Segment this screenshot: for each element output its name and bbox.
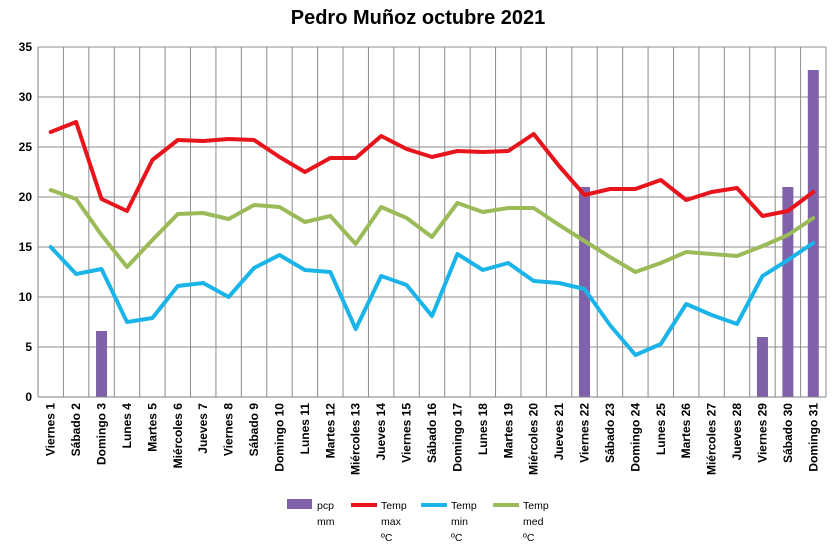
x-tick-label: Jueves 21 — [552, 403, 566, 461]
x-tick-label: Sábado 16 — [425, 403, 439, 463]
x-tick-label: Viernes 15 — [400, 403, 414, 463]
chart-title: Pedro Muñoz octubre 2021 — [291, 7, 546, 29]
y-tick-label: 25 — [19, 140, 33, 154]
series-line-1 — [48, 120, 816, 218]
x-tick-label: Miércoles 13 — [349, 403, 363, 475]
x-tick-label: Domingo 17 — [450, 403, 464, 472]
x-tick-label: Lunes 11 — [298, 403, 312, 455]
y-tick-label: 35 — [19, 40, 33, 54]
legend-label: Temp — [451, 500, 477, 512]
axis-layer: 0 5 10 15 20 25 30 35 Viernes 1 Sábado 2 Domingo 3… — [19, 40, 826, 475]
x-tick-label: Sábado 2 — [69, 403, 83, 457]
x-tick-label: Sábado 30 — [781, 403, 795, 463]
x-tick-label: Lunes 4 — [120, 403, 134, 449]
x-tick-label: Jueves 7 — [196, 403, 210, 454]
y-tick-label: 10 — [19, 290, 33, 304]
legend: pcp mm Temp max ºC Temp min ºC Temp med ºC — [287, 499, 549, 544]
y-tick-label: 30 — [19, 90, 33, 104]
legend-label: Temp — [523, 500, 549, 512]
x-tick-label: Miércoles 20 — [527, 403, 541, 475]
x-tick-label: Sábado 9 — [247, 403, 261, 457]
x-tick-label: Jueves 28 — [730, 403, 744, 461]
legend-label: med — [523, 516, 544, 528]
precip-bar — [756, 337, 768, 397]
x-tick-label: Viernes 22 — [578, 403, 592, 463]
x-tick-label: Lunes 18 — [476, 403, 490, 455]
x-tick-label: Martes 19 — [501, 403, 515, 459]
x-tick-label: Sábado 23 — [603, 403, 617, 463]
x-tick-label: Domingo 10 — [272, 403, 286, 472]
x-tick-label: Miércoles 6 — [171, 403, 185, 469]
grid-layer — [37, 46, 827, 397]
legend-label: max — [381, 516, 402, 528]
x-tick-label: Martes 26 — [679, 403, 693, 459]
series-line-2 — [48, 241, 816, 357]
legend-label: Temp — [381, 500, 407, 512]
x-tick-label: Lunes 25 — [654, 403, 668, 455]
y-tick-label: 5 — [25, 340, 32, 354]
y-tick-label: 0 — [25, 390, 32, 404]
legend-label: min — [451, 516, 468, 528]
x-tick-label: Miércoles 27 — [705, 403, 719, 475]
precip-bar — [96, 331, 108, 397]
legend-label: ºC — [523, 532, 535, 544]
line-layer — [48, 120, 816, 357]
legend-label: pcp — [317, 500, 334, 512]
x-tick-label: Jueves 14 — [374, 403, 388, 461]
legend-swatch — [287, 499, 312, 509]
x-tick-label: Domingo 31 — [806, 403, 820, 472]
precip-bar — [807, 70, 819, 397]
x-tick-label: Martes 12 — [323, 403, 337, 459]
y-tick-label: 20 — [19, 190, 33, 204]
precip-bar — [782, 187, 794, 397]
x-tick-label: Viernes 1 — [44, 403, 58, 456]
legend-label: mm — [317, 516, 335, 528]
series-line-3 — [48, 188, 816, 274]
legend-label: ºC — [451, 532, 463, 544]
x-tick-label: Martes 5 — [145, 403, 159, 452]
x-tick-label: Viernes 29 — [755, 403, 769, 463]
x-tick-label: Domingo 24 — [628, 403, 642, 472]
x-tick-label: Viernes 8 — [222, 403, 236, 456]
legend-label: ºC — [381, 532, 393, 544]
x-tick-label: Domingo 3 — [95, 403, 109, 465]
y-tick-label: 15 — [19, 240, 33, 254]
bar-layer — [96, 70, 819, 397]
